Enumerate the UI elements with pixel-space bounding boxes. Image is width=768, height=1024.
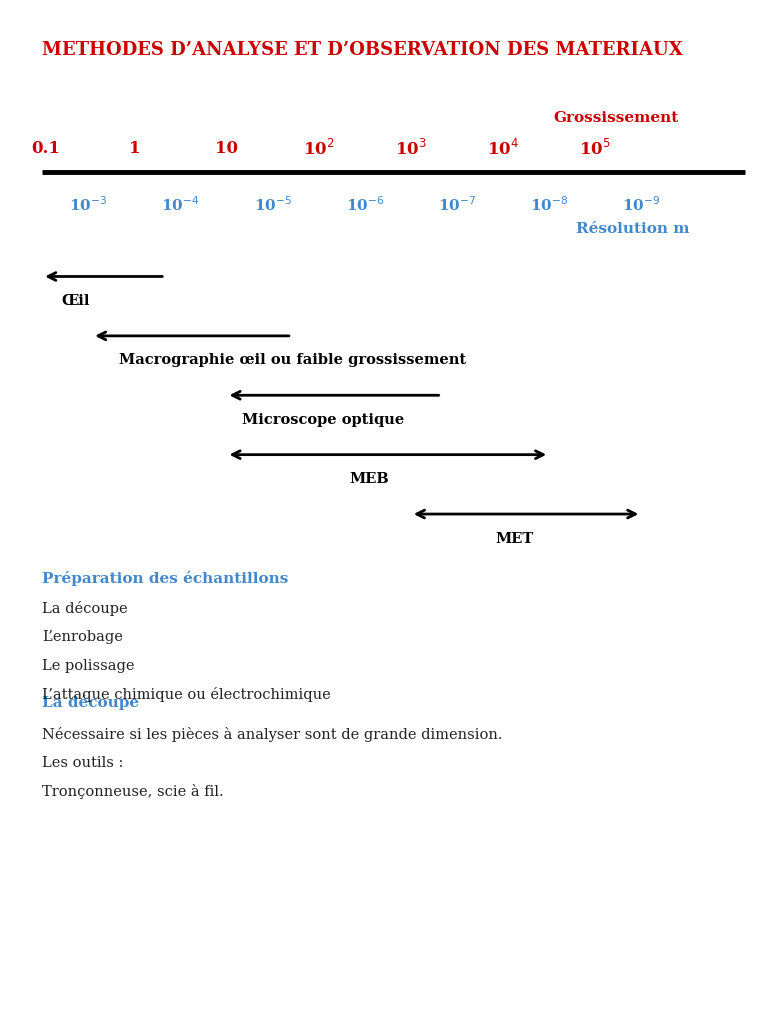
Text: Le polissage: Le polissage <box>42 658 134 673</box>
Text: 10$^3$: 10$^3$ <box>395 138 427 159</box>
Text: La découpe: La découpe <box>42 601 127 615</box>
Text: Microscope optique: Microscope optique <box>242 413 404 427</box>
Text: 10$^{-5}$: 10$^{-5}$ <box>253 196 292 214</box>
Text: Nécessaire si les pièces à analyser sont de grande dimension.: Nécessaire si les pièces à analyser sont… <box>42 727 503 741</box>
Text: Grossissement: Grossissement <box>553 111 678 125</box>
Text: L’attaque chimique ou électrochimique: L’attaque chimique ou électrochimique <box>42 687 331 701</box>
Text: 10$^{-7}$: 10$^{-7}$ <box>438 196 476 214</box>
Text: 10$^{-9}$: 10$^{-9}$ <box>622 196 660 214</box>
Text: 10$^{-8}$: 10$^{-8}$ <box>530 196 568 214</box>
Text: 0.1: 0.1 <box>31 140 61 157</box>
Text: 10$^{-4}$: 10$^{-4}$ <box>161 196 200 214</box>
Text: MEB: MEB <box>349 472 389 486</box>
Text: METHODES D’ANALYSE ET D’OBSERVATION DES MATERIAUX: METHODES D’ANALYSE ET D’OBSERVATION DES … <box>42 41 683 59</box>
Text: 10$^{-6}$: 10$^{-6}$ <box>346 196 384 214</box>
Text: Macrographie œil ou faible grossissement: Macrographie œil ou faible grossissement <box>119 353 466 368</box>
Text: L’enrobage: L’enrobage <box>42 630 123 644</box>
Text: Les outils :: Les outils : <box>42 756 124 770</box>
Text: 10$^5$: 10$^5$ <box>579 138 611 159</box>
Text: La découpe: La découpe <box>42 695 139 710</box>
Text: Œil: Œil <box>61 294 90 308</box>
Text: Tronçonneuse, scie à fil.: Tronçonneuse, scie à fil. <box>42 784 223 799</box>
Text: 10$^4$: 10$^4$ <box>487 138 519 159</box>
Text: Résolution m: Résolution m <box>576 222 690 237</box>
Text: Préparation des échantillons: Préparation des échantillons <box>42 571 289 586</box>
Text: 10: 10 <box>215 140 238 157</box>
Text: MET: MET <box>495 531 534 546</box>
Text: 10$^{-3}$: 10$^{-3}$ <box>69 196 108 214</box>
Text: 1: 1 <box>129 140 140 157</box>
Text: 10$^2$: 10$^2$ <box>303 138 335 159</box>
